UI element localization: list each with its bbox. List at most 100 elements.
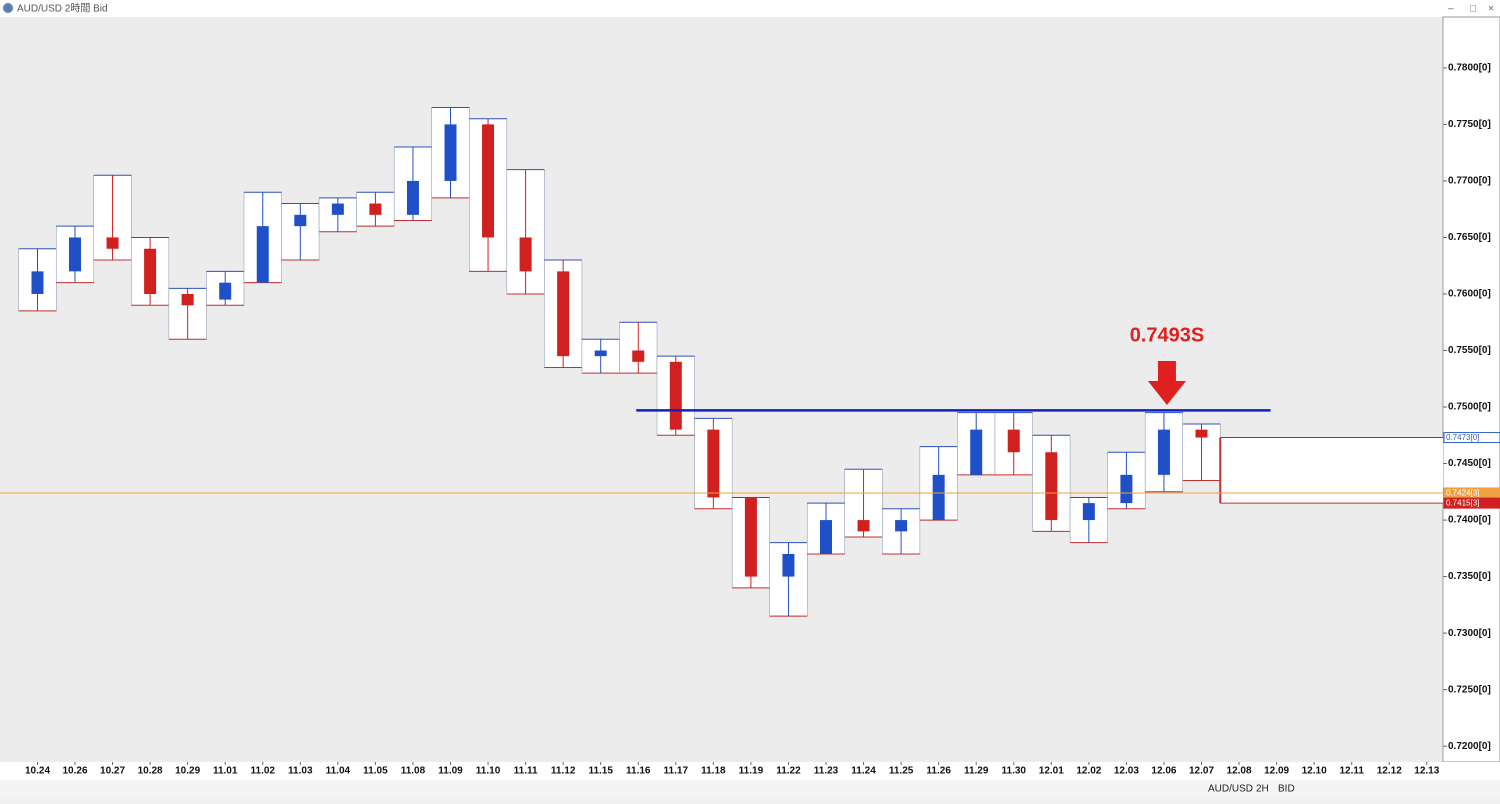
x-tick-label: 10.24 — [25, 766, 50, 777]
candle-body — [331, 203, 344, 215]
candle-body — [1045, 452, 1058, 521]
y-tick-label: 0.7300[0] — [1448, 628, 1491, 639]
candle-body — [256, 226, 269, 283]
x-tick-label: 11.04 — [326, 766, 351, 777]
x-tick-label: 11.29 — [964, 766, 989, 777]
candle-body — [31, 271, 44, 294]
candle-body — [1195, 429, 1208, 438]
y-tick-label: 0.7750[0] — [1448, 119, 1491, 130]
x-tick-label: 10.26 — [62, 766, 87, 777]
x-tick-label: 11.09 — [438, 766, 463, 777]
candle-body — [932, 474, 945, 521]
y-tick-label: 0.7700[0] — [1448, 176, 1491, 187]
price-tag-label: 0.7473[0] — [1446, 433, 1479, 442]
x-tick-label: 11.15 — [588, 766, 613, 777]
x-tick-label: 12.03 — [1114, 766, 1139, 777]
x-tick-label: 11.02 — [251, 766, 276, 777]
candle-body — [1157, 429, 1170, 475]
y-tick-label: 0.7550[0] — [1448, 345, 1491, 356]
x-tick-label: 12.10 — [1302, 766, 1327, 777]
x-tick-label: 11.05 — [363, 766, 388, 777]
x-tick-label: 11.23 — [814, 766, 839, 777]
x-tick-label: 11.24 — [851, 766, 876, 777]
candle-body — [106, 237, 119, 249]
current-box — [1220, 437, 1443, 504]
candle-body — [406, 180, 419, 215]
plot: 0.7493S — [0, 106, 1443, 617]
candle-body — [1007, 429, 1020, 453]
y-tick-label: 0.7200[0] — [1448, 741, 1491, 752]
candle-body — [669, 361, 682, 430]
candle-body — [744, 497, 757, 577]
candle-body — [1082, 503, 1095, 521]
annotation-arrow — [1147, 361, 1186, 405]
candle-body — [444, 124, 457, 181]
x-tick-label: 12.09 — [1264, 766, 1289, 777]
maximize-button[interactable]: □ — [1470, 4, 1476, 15]
candle-body — [294, 214, 307, 227]
candle-body — [482, 124, 495, 238]
price-tag — [1443, 497, 1500, 509]
y-tick-label: 0.7450[0] — [1448, 458, 1491, 469]
candle-body — [181, 293, 194, 306]
candle-body — [144, 248, 157, 294]
app-icon — [3, 3, 13, 13]
x-tick-label: 12.06 — [1151, 766, 1176, 777]
x-tick-label: 11.12 — [551, 766, 576, 777]
y-tick-label: 0.7500[0] — [1448, 402, 1491, 413]
y-tick-label: 0.7250[0] — [1448, 684, 1491, 695]
x-tick-label: 12.13 — [1414, 766, 1439, 777]
x-tick-label: 11.19 — [739, 766, 764, 777]
candle-body — [557, 271, 570, 357]
timeframe-select[interactable]: 2H — [1256, 784, 1269, 795]
x-tick-label: 11.11 — [514, 766, 538, 777]
symbol-select[interactable]: AUD/USD — [1208, 784, 1253, 795]
x-tick-label: 12.08 — [1227, 766, 1252, 777]
x-tick-label: 10.28 — [138, 766, 163, 777]
candle-body — [1120, 474, 1133, 504]
toolbar — [0, 780, 1500, 799]
time-axis — [0, 762, 1500, 780]
close-button[interactable]: × — [1488, 4, 1494, 15]
candle-body — [594, 350, 607, 357]
x-tick-label: 11.22 — [776, 766, 801, 777]
x-tick-label: 10.29 — [175, 766, 200, 777]
x-tick-label: 11.25 — [889, 766, 914, 777]
x-tick-label: 10.27 — [100, 766, 125, 777]
title-bar — [0, 0, 1500, 17]
price-type-select[interactable]: BID — [1278, 784, 1295, 795]
candle-body — [820, 520, 832, 554]
candle-body — [69, 237, 81, 272]
annotation-label: 0.7493S — [1130, 324, 1205, 346]
x-tick-label: 11.26 — [926, 766, 951, 777]
x-tick-label: 11.30 — [1002, 766, 1027, 777]
candle-body — [857, 520, 870, 532]
candle-body — [369, 203, 382, 215]
price-tag-label: 0.7424[3] — [1446, 489, 1479, 498]
x-tick-label: 11.03 — [288, 766, 313, 777]
x-tick-label: 12.02 — [1076, 766, 1101, 777]
candle-body — [219, 282, 232, 300]
x-tick-label: 11.10 — [476, 766, 501, 777]
x-tick-label: 11.08 — [401, 766, 426, 777]
y-tick-label: 0.7350[0] — [1448, 571, 1491, 582]
y-tick-label: 0.7400[0] — [1448, 515, 1491, 526]
x-tick-label: 12.12 — [1377, 766, 1402, 777]
candle-body — [895, 520, 908, 532]
x-tick-label: 11.01 — [213, 766, 238, 777]
x-tick-label: 11.16 — [626, 766, 651, 777]
minimize-button[interactable]: – — [1448, 4, 1454, 15]
candle-body — [782, 553, 795, 577]
candle-body — [632, 350, 645, 362]
x-tick-label: 11.18 — [701, 766, 726, 777]
y-tick-label: 0.7650[0] — [1448, 232, 1491, 243]
candle-body — [519, 237, 532, 272]
x-tick-label: 12.11 — [1339, 766, 1364, 777]
window-title: AUD/USD 2時間 Bid — [17, 3, 108, 15]
x-tick-label: 12.01 — [1039, 766, 1064, 777]
candle-body — [970, 429, 983, 475]
price-axis — [1442, 16, 1500, 763]
plot-area — [0, 17, 1443, 762]
